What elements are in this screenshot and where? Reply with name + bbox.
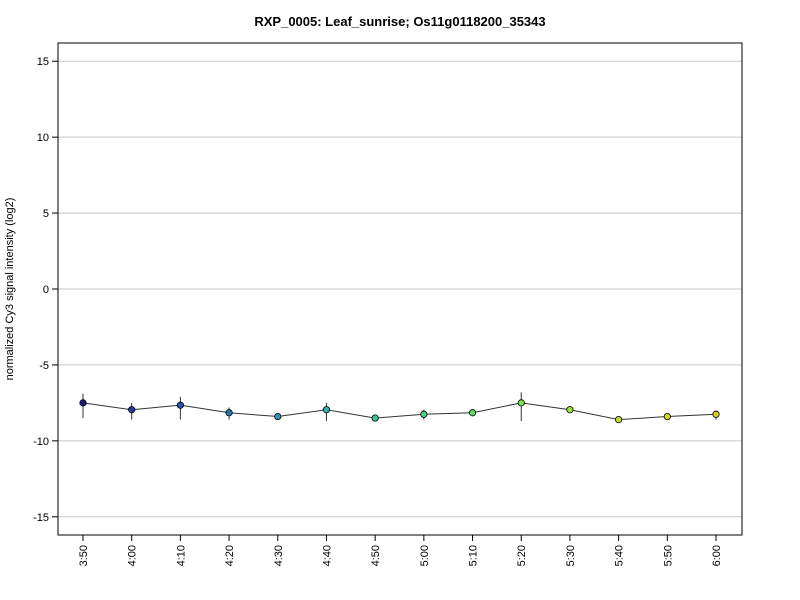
x-tick-label: 5:50 [662, 545, 674, 566]
data-point [663, 412, 671, 421]
data-point [128, 406, 136, 414]
y-tick-label: 0 [43, 284, 49, 296]
data-point [371, 414, 379, 422]
grid [58, 60, 742, 518]
x-tick-label: 6:00 [711, 545, 723, 566]
x-tick-label: 4:50 [370, 545, 382, 566]
chart-title: RXP_0005: Leaf_sunrise; Os11g0118200_353… [254, 14, 545, 29]
data-points [79, 399, 720, 424]
data-point [517, 399, 525, 407]
y-axis-title: normalized Cy3 signal intensity (log2) [4, 198, 16, 381]
data-point [712, 410, 720, 418]
data-point [274, 412, 282, 421]
x-tick-label: 4:30 [273, 545, 285, 566]
x-tick-label: 4:00 [127, 545, 139, 566]
data-point [615, 415, 623, 424]
x-axis: 3:50 4:00 4:10 4:20 4:30 4:40 4:50 5:00 5:10 5:20… [78, 535, 723, 566]
y-tick-label: -10 [33, 436, 49, 448]
x-tick-label: 5:40 [614, 545, 626, 566]
data-point [420, 410, 428, 418]
data-point [176, 401, 184, 409]
y-tick-label: -15 [33, 512, 49, 524]
y-tick-label: 5 [43, 208, 49, 220]
data-point [566, 406, 574, 414]
data-point [225, 409, 233, 417]
x-tick-label: 5:00 [419, 545, 431, 566]
x-tick-label: 5:20 [516, 545, 528, 566]
data-point [79, 399, 87, 407]
data-point [468, 409, 477, 417]
y-tick-label: 15 [37, 56, 49, 68]
x-tick-label: 4:40 [321, 545, 333, 566]
x-tick-label: 3:50 [78, 545, 90, 566]
y-tick-label: -5 [39, 360, 49, 372]
x-tick-label: 4:20 [224, 545, 236, 566]
series-line [82, 402, 717, 421]
y-tick-label: 10 [37, 132, 49, 144]
y-axis: -15 -10 -5 0 5 10 15 [33, 56, 58, 524]
x-tick-label: 5:10 [468, 545, 480, 566]
data-point [322, 406, 331, 414]
x-tick-label: 4:10 [175, 545, 187, 566]
x-tick-label: 5:30 [565, 545, 577, 566]
